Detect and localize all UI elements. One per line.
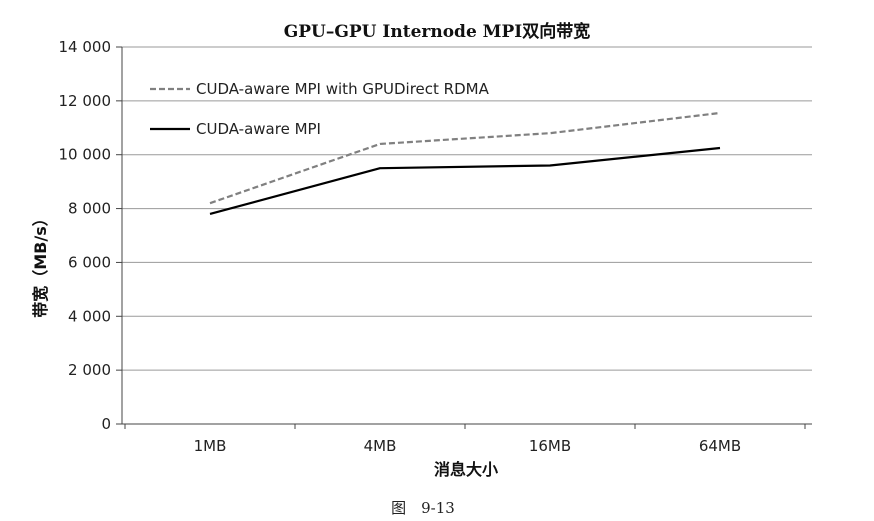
axes: [121, 47, 812, 429]
legend-label-0: CUDA-aware MPI with GPUDirect RDMA: [196, 80, 490, 98]
legend: CUDA-aware MPI with GPUDirect RDMA CUDA-a…: [150, 80, 490, 138]
y-tick-label: 12 000: [59, 92, 112, 110]
x-tick-label: 4MB: [364, 437, 397, 455]
y-tick-label: 0: [101, 415, 111, 433]
grid-layer: [116, 46, 812, 425]
chart-title: GPU–GPU Internode MPI双向带宽: [284, 21, 590, 42]
y-tick-label: 8 000: [68, 200, 111, 218]
series-line-1: [209, 146, 721, 216]
y-tick-label: 14 000: [59, 38, 112, 56]
series-lines: [209, 111, 721, 216]
figure-caption: 图 9-13: [391, 499, 455, 517]
legend-label-1: CUDA-aware MPI: [196, 120, 321, 138]
y-tick-label: 4 000: [68, 307, 111, 325]
x-tick-labels: 1MB 4MB 16MB 64MB: [194, 437, 742, 455]
y-tick-labels: 0 2 000 4 000 6 000 8 000 10 000 12 000 14 000: [59, 38, 112, 433]
y-tick-label: 6 000: [68, 253, 111, 271]
x-tick-label: 1MB: [194, 437, 227, 455]
series-line-0: [209, 111, 721, 205]
x-tick-label: 64MB: [699, 437, 741, 455]
y-axis-title: 带宽（MB/s）: [31, 210, 50, 318]
x-axis-title: 消息大小: [434, 460, 498, 479]
y-tick-label: 2 000: [68, 361, 111, 379]
x-tick-label: 16MB: [529, 437, 571, 455]
y-tick-label: 10 000: [59, 146, 112, 164]
